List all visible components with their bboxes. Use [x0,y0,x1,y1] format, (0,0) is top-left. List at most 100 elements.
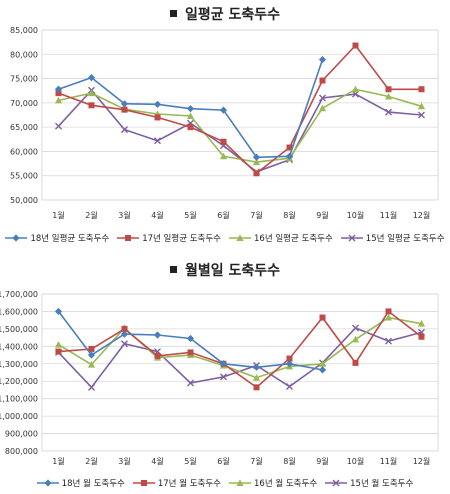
data-point [319,77,326,84]
data-point [220,138,227,145]
legend-marker [236,479,244,486]
legend-swatch [325,479,348,487]
data-point [319,94,326,102]
y-tick-label: 1,100,000 [0,395,38,404]
x-tick-label: 6월 [217,210,229,220]
y-tick-label: 60,000 [10,147,38,156]
x-tick-label: 3월 [118,456,130,466]
x-tick-label: 7월 [250,456,262,466]
data-point [318,56,327,64]
legend-item: 18년 일평균 도축두수 [5,232,109,244]
legend-label: 18년 월 도축두수 [61,479,125,489]
data-point [286,144,293,151]
legend-swatch [132,480,155,486]
data-point [417,320,426,327]
chart-title: 일평균 도축두수 [0,4,450,24]
legend-monthly-total: 18년 월 도축두수 17년 월 도축두수 16년 월 도축두수 15년 월 도축두수 [0,477,450,489]
legend-marker [348,234,356,242]
legend-label: 15년 일평균 도축두수 [365,234,445,244]
data-point [87,89,96,97]
legend-label: 16년 월 도축두수 [254,479,318,489]
plot-area [41,29,439,201]
x-tick-label: 4월 [151,456,163,466]
legend-marker [236,234,244,241]
legend-swatch [229,479,251,486]
data-point [385,308,392,315]
x-tick-label: 5월 [184,210,196,220]
series-0 [54,56,327,161]
data-point [385,108,392,116]
legend-label: 16년 일평균 도축두수 [254,234,333,244]
data-point [186,112,195,119]
data-point [286,355,293,362]
legend-daily-average: 18년 일평균 도축두수 17년 일평균 도축두수 16년 일평균 도축두수 15년 … [0,232,450,244]
legend-swatch [5,234,28,242]
legend-item: 17년 일평균 도축두수 [117,232,221,244]
x-tick-label: 5월 [184,456,196,466]
data-point [87,74,96,82]
legend-item: 18년 월 도축두수 [36,477,125,489]
x-tick-label: 6월 [217,456,229,466]
data-point [351,85,360,93]
data-point [219,106,228,114]
x-tick-label: 8월 [283,456,295,466]
data-point [54,340,63,348]
data-point [154,114,161,121]
legend-label: 18년 일평균 도축두수 [30,234,110,244]
series-1 [55,42,425,177]
legend-item: 15년 월 도축두수 [325,477,413,489]
series-line [58,310,422,389]
data-point [121,106,128,113]
data-point [88,383,95,391]
data-point [385,337,392,345]
chart-monthly-total: 월별일 도축두수 800,000 900,000 1,000,000 1,100,00… [0,250,450,494]
legend-swatch [340,234,363,242]
plot-area [41,293,439,452]
data-point [384,313,393,321]
legend-marker [125,235,132,241]
y-tick-label: 1,300,000 [0,360,38,369]
data-point [418,333,425,340]
legend-item: 15년 일평균 도축두수 [340,232,445,244]
data-point [54,85,63,93]
x-tick-label: 9월 [316,210,328,220]
data-point [219,152,228,160]
legend-marker [140,480,147,486]
legend-swatch [117,235,140,241]
data-point [285,152,294,160]
data-point [186,105,195,113]
series-line [58,316,422,379]
data-point [121,325,128,332]
data-point [187,124,194,131]
data-point [154,352,161,359]
y-tick-label: 70,000 [10,99,38,108]
x-tick-label: 12월 [413,456,431,466]
y-tick-label: 75,000 [10,75,38,84]
y-tick-label: 1,400,000 [0,342,38,351]
legend-item: 17년 월 도축두수 [132,477,221,489]
legend-label: 17년 일평균 도축두수 [142,234,221,244]
x-tick-label: 7월 [250,210,262,220]
data-point [153,331,162,339]
legend-label: 15년 월 도축두수 [350,479,414,489]
title-bullet-icon [169,9,177,17]
title-bullet-icon [169,265,177,273]
y-tick-label: 1,600,000 [0,307,38,316]
data-point [253,384,260,391]
data-point [87,361,96,368]
data-point [352,359,359,366]
series-line [58,88,422,163]
data-point [220,373,227,381]
data-point [418,111,425,119]
data-point [253,170,260,177]
x-tick-label: 1월 [52,456,64,466]
legend-swatch [229,234,251,241]
data-point [55,122,62,130]
data-point [285,360,294,368]
data-point [318,360,327,367]
x-tick-label: 12월 [413,210,431,220]
data-point [121,126,128,134]
data-point [187,379,194,387]
legend-marker [44,479,52,487]
y-tick-label: 1,200,000 [0,377,38,386]
